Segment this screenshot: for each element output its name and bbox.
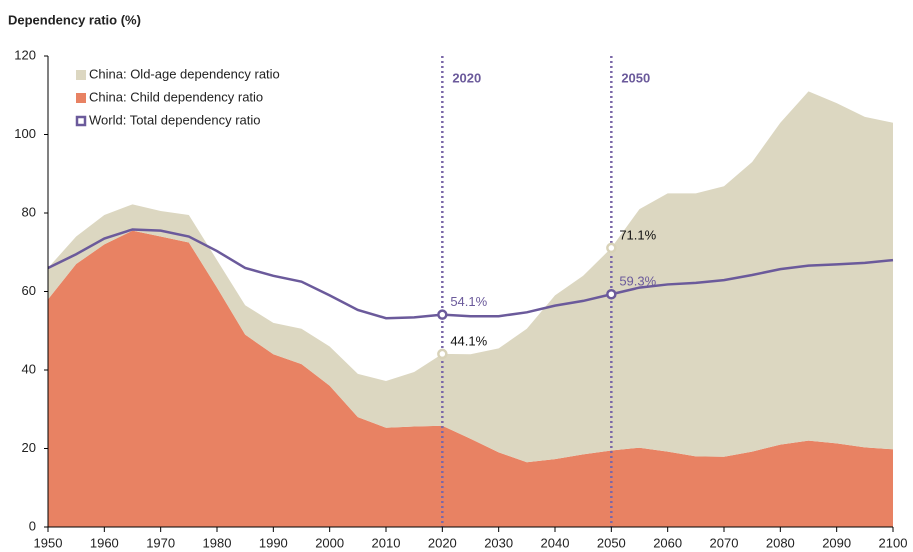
area [48, 91, 893, 463]
x-tick-label: 2030 [484, 535, 513, 550]
annotation-marker [606, 288, 617, 300]
x-tick-label: 2100 [879, 535, 908, 550]
x-tick-label: 2050 [597, 535, 626, 550]
y-tick-label: 0 [29, 518, 36, 533]
annotation-label: 71.1% [619, 227, 656, 242]
x-tick-label: 2070 [710, 535, 739, 550]
annotation-label: 59.3% [619, 274, 656, 289]
annotation-marker [606, 242, 617, 254]
reference-label: 2020 [452, 70, 481, 85]
x-tick-label: 2000 [315, 535, 344, 550]
y-tick-label: 120 [14, 47, 36, 62]
legend-label: World: Total dependency ratio [89, 112, 261, 127]
x-tick-label: 1950 [34, 535, 63, 550]
reference-label: 2050 [621, 70, 650, 85]
legend-swatch [76, 93, 86, 103]
x-tick-label: 2080 [766, 535, 795, 550]
x-tick-label: 1960 [90, 535, 119, 550]
x-tick-label: 1980 [203, 535, 232, 550]
x-tick-label: 2010 [372, 535, 401, 550]
y-tick-label: 20 [22, 440, 36, 455]
legend-label: China: Old-age dependency ratio [89, 66, 280, 81]
line [47, 228, 894, 320]
legend-swatch [75, 115, 87, 127]
y-tick-label: 100 [14, 126, 36, 141]
annotation-marker [437, 309, 448, 320]
area [48, 230, 893, 527]
annotation-label: 44.1% [450, 333, 487, 348]
y-tick-label: 40 [22, 361, 36, 376]
x-tick-label: 2020 [428, 535, 457, 550]
legend-swatch [76, 70, 86, 80]
y-tick-label: 80 [22, 204, 36, 219]
x-tick-label: 2090 [822, 535, 851, 550]
x-tick-label: 2060 [653, 535, 682, 550]
legend-label: China: Child dependency ratio [89, 89, 263, 104]
x-tick-label: 2040 [541, 535, 570, 550]
annotation-marker [437, 348, 448, 360]
annotation-label: 54.1% [450, 294, 487, 309]
x-tick-label: 1970 [146, 535, 175, 550]
x-tick-label: 1990 [259, 535, 288, 550]
y-tick-label: 60 [22, 283, 36, 298]
chart-title: Dependency ratio (%) [8, 12, 141, 27]
